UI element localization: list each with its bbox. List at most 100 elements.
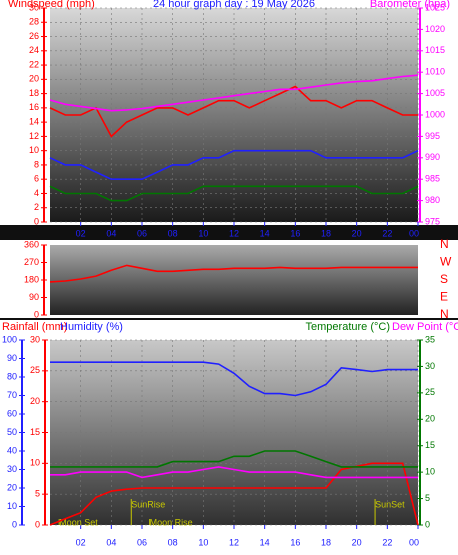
y3-tick-label: 40 <box>7 445 17 455</box>
y-tick-label: 10 <box>29 145 39 155</box>
series-line <box>50 361 418 397</box>
y2-tick-label: 995 <box>425 131 440 141</box>
compass-label: E <box>440 290 448 304</box>
y2-tick-label: 1020 <box>425 24 445 34</box>
x-tick-label: 18 <box>321 537 331 547</box>
y-tick-label: 2 <box>34 202 39 212</box>
y2-axis-label: Barometer (hpa) <box>370 0 450 10</box>
legend-entry: Dew Point (°C <box>392 321 458 333</box>
annotation: Moon Rise <box>150 517 193 527</box>
x-tick-label: 04 <box>106 537 116 547</box>
y-tick-label: 24 <box>29 45 39 55</box>
y2-tick-label: 1005 <box>425 88 445 98</box>
x-tick-label: 14 <box>260 228 270 238</box>
y-tick-label: 360 <box>24 239 39 249</box>
band <box>0 225 458 240</box>
legend-entry: Temperature (°C) <box>306 321 390 333</box>
y-tick-label: 22 <box>29 59 39 69</box>
plot-area <box>50 245 418 315</box>
legend-entry: Humidity (%) <box>60 321 123 333</box>
chart-title: 24 hour graph day : 19 May 2026 <box>153 0 315 10</box>
y-tick-label: 10 <box>30 458 40 468</box>
series-line <box>49 185 419 202</box>
y-axis-label: Windspeed (mph) <box>8 0 95 10</box>
y-tick-label: 26 <box>29 31 39 41</box>
y3-tick-label: 70 <box>7 390 17 400</box>
x-tick-label: 02 <box>76 228 86 238</box>
x-tick-label: 18 <box>321 228 331 238</box>
y2-tick-label: 975 <box>425 216 440 226</box>
x-tick-label: 06 <box>137 537 147 547</box>
y3-tick-label: 20 <box>7 482 17 492</box>
y-tick-label: 5 <box>35 489 40 499</box>
series-line <box>50 450 418 468</box>
y2-tick-label: 10 <box>425 467 435 477</box>
y3-tick-label: 90 <box>7 353 17 363</box>
y2-tick-label: 1010 <box>425 67 445 77</box>
y-tick-label: 14 <box>29 117 39 127</box>
compass-label: N <box>440 237 449 251</box>
y-tick-label: 4 <box>34 188 39 198</box>
y2-tick-label: 1000 <box>425 109 445 119</box>
y2-tick-label: 35 <box>425 334 435 344</box>
compass-label: S <box>440 272 448 286</box>
x-tick-label: 16 <box>290 537 300 547</box>
y2-tick-label: 20 <box>425 414 435 424</box>
y2-tick-label: 30 <box>425 361 435 371</box>
x-tick-label: 00 <box>409 537 419 547</box>
y-tick-label: 20 <box>30 396 40 406</box>
x-tick-label: 00 <box>409 228 419 238</box>
y3-tick-label: 100 <box>2 334 17 344</box>
x-tick-label: 22 <box>382 228 392 238</box>
series-line <box>50 466 418 479</box>
y-tick-label: 6 <box>34 174 39 184</box>
y-tick-label: 0 <box>34 216 39 226</box>
compass-label: N <box>440 307 449 321</box>
x-tick-label: 08 <box>168 228 178 238</box>
x-tick-label: 20 <box>352 537 362 547</box>
y2-tick-label: 990 <box>425 152 440 162</box>
y3-tick-label: 0 <box>12 519 17 529</box>
x-tick-label: 12 <box>229 228 239 238</box>
y2-tick-label: 25 <box>425 387 435 397</box>
annotation: SunRise <box>131 499 165 509</box>
y2-tick-label: 1015 <box>425 45 445 55</box>
series-line <box>49 149 419 180</box>
y-tick-label: 30 <box>29 2 39 12</box>
x-tick-label: 16 <box>290 228 300 238</box>
y-tick-label: 25 <box>30 365 40 375</box>
y2-tick-label: 5 <box>425 493 430 503</box>
annotation: Moon Set <box>59 517 98 527</box>
x-tick-label: 08 <box>168 537 178 547</box>
y-tick-label: 0 <box>35 519 40 529</box>
y-tick-label: 30 <box>30 334 40 344</box>
y-tick-label: 28 <box>29 17 39 27</box>
series-line <box>49 264 418 283</box>
y3-tick-label: 10 <box>7 501 17 511</box>
y3-tick-label: 80 <box>7 371 17 381</box>
y3-tick-label: 30 <box>7 464 17 474</box>
band <box>0 318 458 320</box>
y3-tick-label: 50 <box>7 427 17 437</box>
y-tick-label: 15 <box>30 427 40 437</box>
y-tick-label: 180 <box>24 274 39 284</box>
compass-label: W <box>440 255 452 269</box>
annotation: SunSet <box>375 499 405 509</box>
y-tick-label: 8 <box>34 159 39 169</box>
x-tick-label: 22 <box>382 537 392 547</box>
y3-tick-label: 60 <box>7 408 17 418</box>
y-tick-label: 0 <box>34 309 39 319</box>
x-tick-label: 12 <box>229 537 239 547</box>
y-tick-label: 18 <box>29 88 39 98</box>
series-line <box>49 85 418 138</box>
y2-tick-label: 0 <box>425 519 430 529</box>
y2-tick-label: 980 <box>425 195 440 205</box>
y-tick-label: 270 <box>24 257 39 267</box>
x-tick-label: 04 <box>106 228 116 238</box>
y-tick-label: 16 <box>29 102 39 112</box>
y-tick-label: 90 <box>29 292 39 302</box>
x-tick-label: 14 <box>260 537 270 547</box>
x-tick-label: 02 <box>76 537 86 547</box>
series-line <box>49 74 419 112</box>
y2-tick-label: 15 <box>425 440 435 450</box>
